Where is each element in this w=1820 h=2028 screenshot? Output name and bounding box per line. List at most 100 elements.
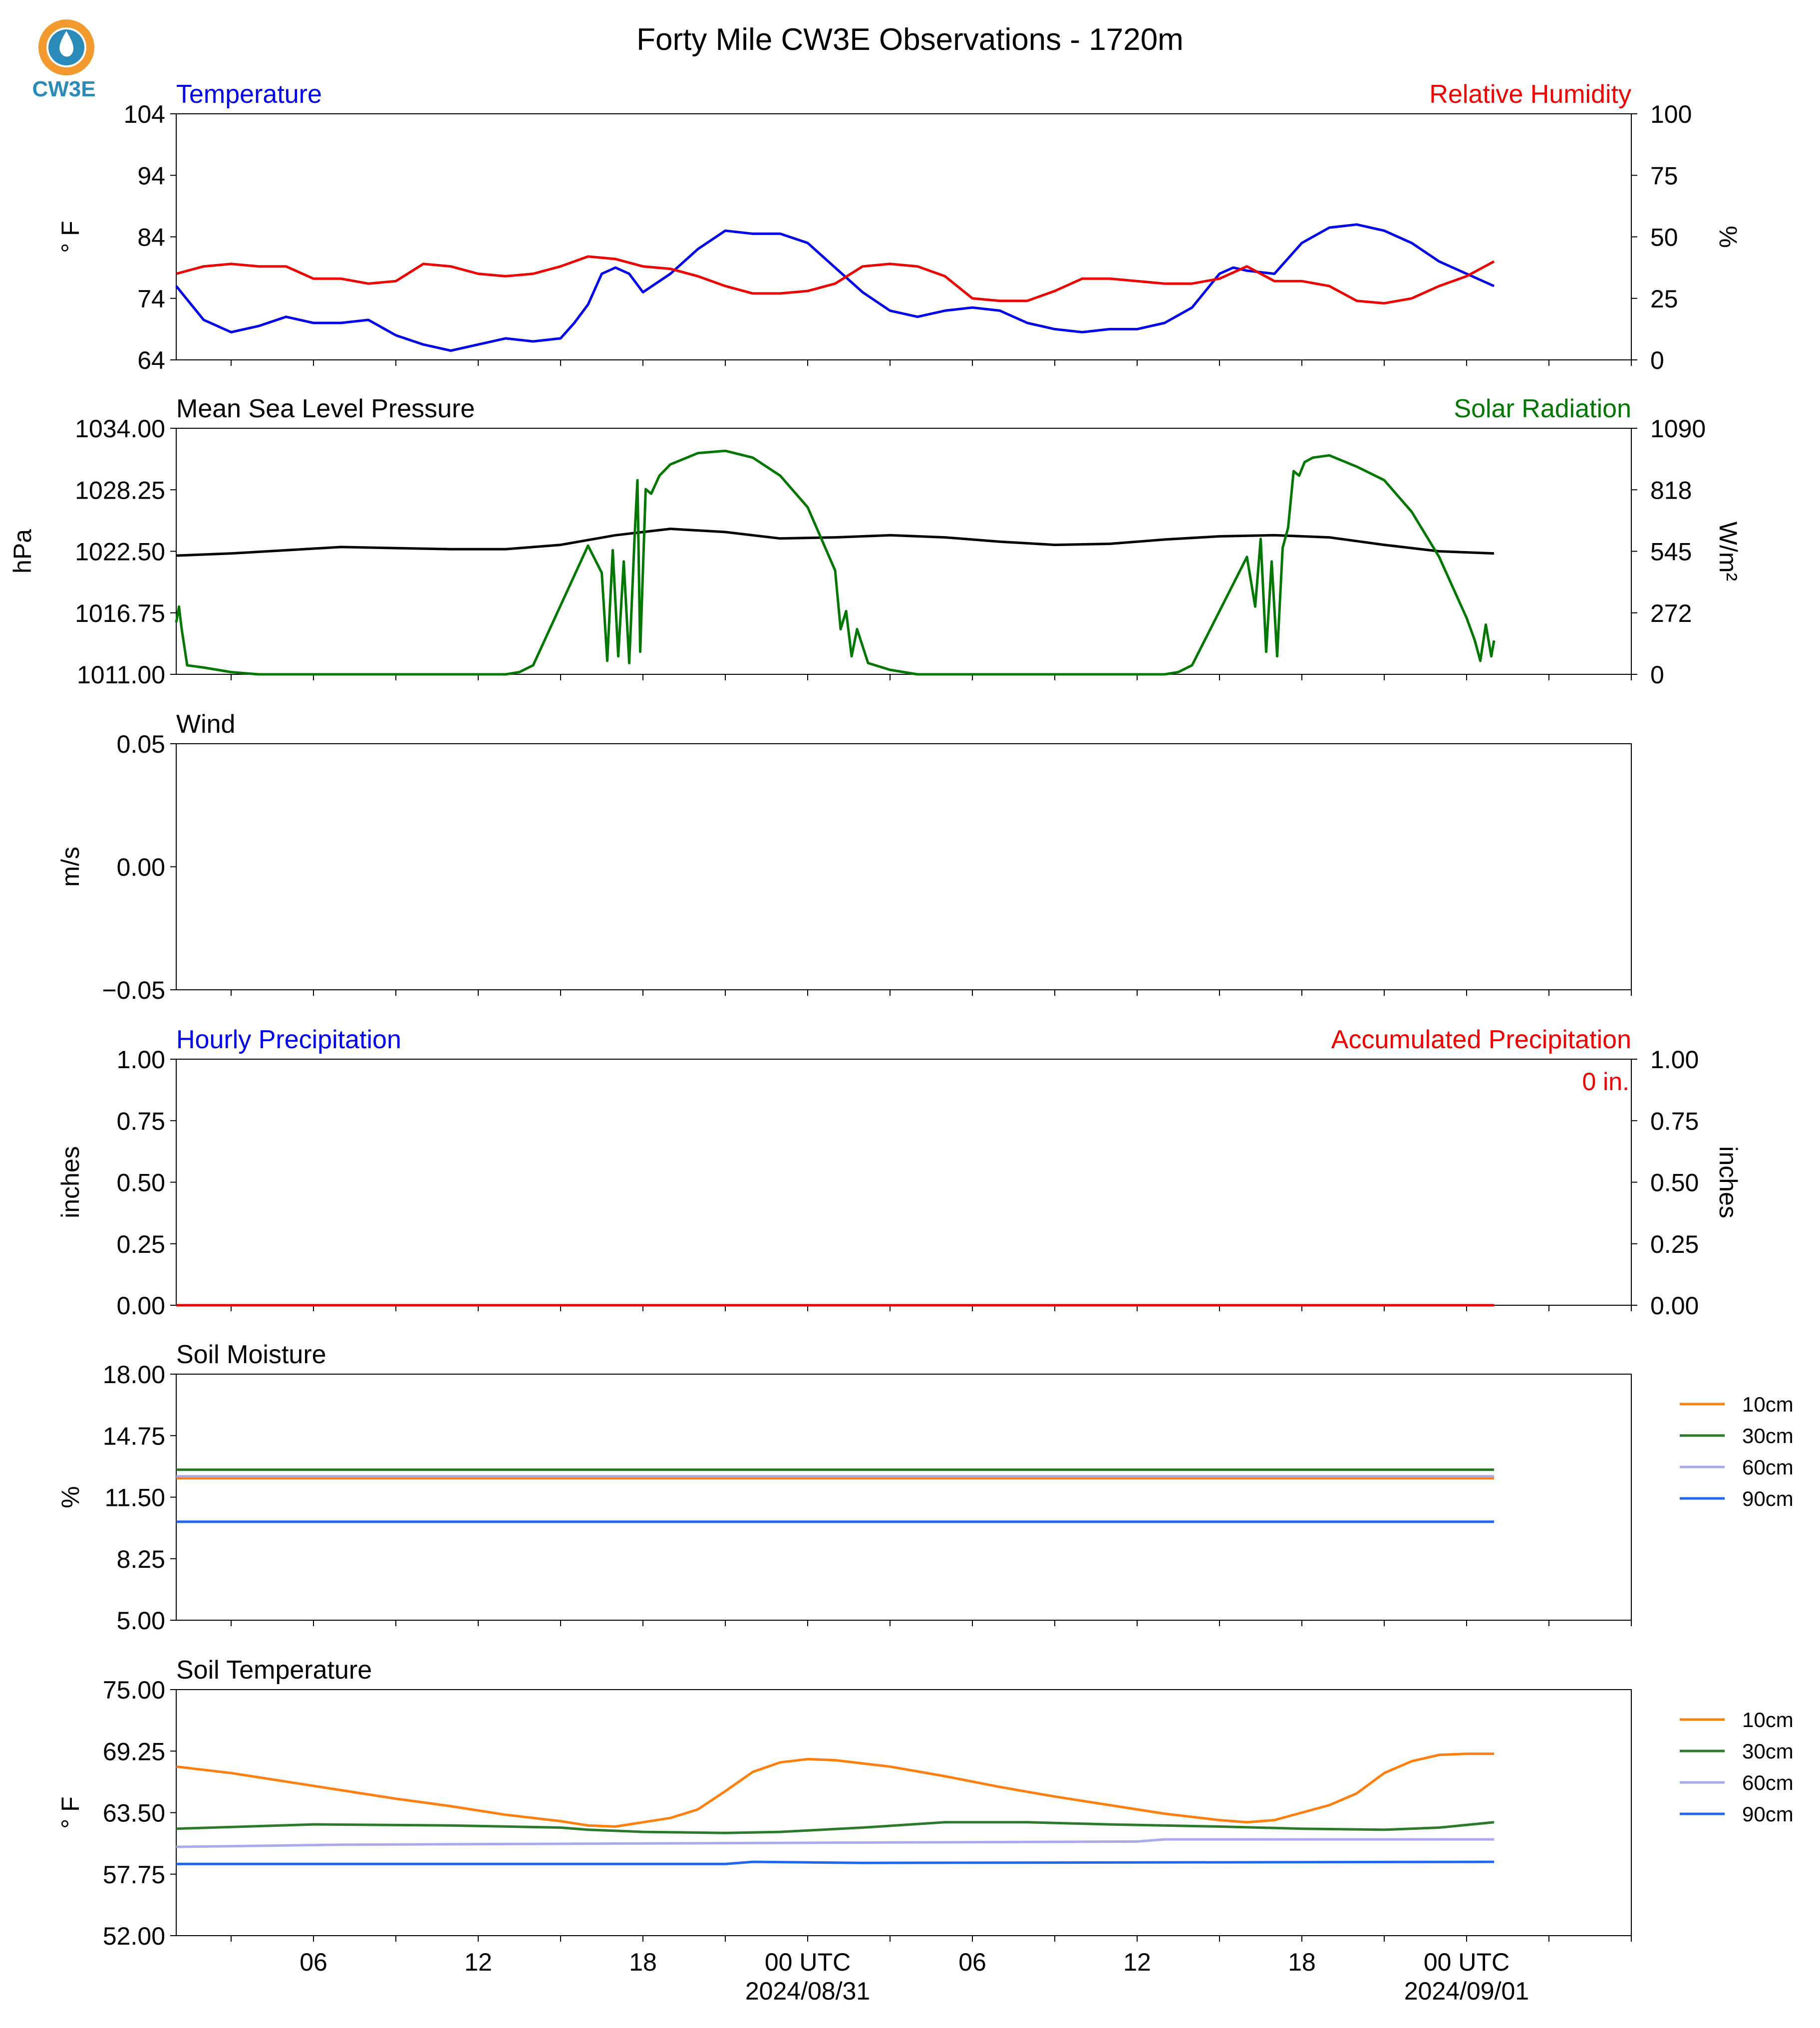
y-axis-label: % [56,1486,84,1508]
y2-tick-label: 1090 [1650,415,1706,443]
x-date-label: 2024/09/01 [1404,1977,1529,2005]
series-line-relative-humidity [176,255,1495,305]
panel-soil_temperature: 52.00 57.75 63.50 69.25 75.00 ° F Soil Tempera… [56,1656,1794,2005]
y-axis-label: hPa [8,529,36,574]
y-axis-label: ° F [56,1796,84,1828]
y-tick-label: −0.05 [102,976,165,1004]
y-tick-label: 11.50 [105,1484,165,1512]
panel-pressure_solar: 1011.00 1016.75 1022.50 1028.25 1034.00 0 272 5… [8,394,1742,689]
legend-label: 90cm [1742,1487,1794,1510]
y-tick-label: 0.00 [117,854,165,881]
y-tick-label: 64 [137,346,165,374]
y-tick-label: 84 [137,224,165,252]
panel-title-right: Accumulated Precipitation [1331,1025,1631,1054]
y-tick-label: 69.25 [103,1738,165,1765]
x-tick-label: 12 [464,1948,492,1976]
y-tick-label: 75.00 [103,1676,165,1704]
y-axis-label: m/s [56,847,84,887]
panel-soil_moisture: 5.00 8.25 11.50 14.75 18.00% Soil Moisture 10c… [56,1340,1794,1635]
y-tick-label: 1034.00 [75,415,165,443]
logo-text: CW3E [32,77,95,101]
x-tick-label: 06 [300,1948,327,1976]
y2-axis-label: % [1714,226,1742,248]
y2-tick-label: 0 [1650,346,1664,374]
legend-label: 30cm [1742,1424,1794,1448]
y-axis-label: inches [56,1146,84,1218]
legend-label: 10cm [1742,1708,1794,1732]
y-tick-label: 94 [137,162,165,190]
y-tick-label: 1028.25 [75,476,165,504]
y2-tick-label: 0.50 [1650,1169,1699,1197]
panel-title-left: Soil Temperature [176,1656,372,1685]
series-line-30cm [176,1821,1495,1834]
y2-tick-label: 545 [1650,538,1692,566]
y-tick-label: 1016.75 [75,599,165,627]
panel-temperature_humidity: 64 74 84 94 104 0 25 50 75 100 ° F % Temperature Rela… [56,80,1742,374]
y2-tick-label: 1.00 [1650,1046,1699,1074]
series-line-solar-radiation [175,449,1496,676]
y2-tick-label: 50 [1650,224,1678,252]
y-tick-label: 1.00 [117,1046,165,1074]
y-tick-label: 8.25 [117,1545,165,1573]
y-tick-label: 0.00 [117,1292,165,1320]
x-tick-label: 18 [629,1948,657,1976]
y-tick-label: 104 [124,100,165,128]
x-date-label: 2024/08/31 [745,1977,870,2005]
y-tick-label: 57.75 [103,1861,165,1889]
y-tick-label: 0.05 [117,730,165,758]
panel-title-left: Mean Sea Level Pressure [176,394,475,423]
accumulated-total: 0 in. [1582,1068,1629,1096]
legend-label: 60cm [1742,1771,1794,1794]
x-tick-label: 06 [958,1948,986,1976]
series-line-mean-sea-level-pressure [176,528,1495,557]
y2-axis-label: inches [1714,1146,1742,1218]
x-tick-label: 00 UTC [1424,1948,1510,1976]
figure-title: Forty Mile CW3E Observations - 1720m [636,22,1184,57]
y-tick-label: 63.50 [103,1799,165,1827]
y2-tick-label: 0.75 [1650,1107,1699,1135]
y2-tick-label: 0.00 [1650,1292,1699,1320]
logo-ring-icon [38,19,94,75]
logo-drop-icon [59,31,74,57]
y-tick-label: 0.50 [117,1169,165,1197]
panel-title-left: Temperature [176,80,322,109]
panel-precipitation: 0.00 0.25 0.50 0.75 1.00 0.00 0.25 0.50 0.75 1.00… [56,1025,1742,1320]
y2-tick-label: 272 [1650,599,1692,627]
y-axis-label: ° F [56,221,84,253]
y2-axis-label: W/m² [1714,522,1742,581]
panels: 64 74 84 94 104 0 25 50 75 100 ° F % Temperature Rela… [8,80,1794,2005]
y-tick-label: 1022.50 [75,538,165,566]
series-line-60cm [176,1838,1494,1848]
x-tick-label: 18 [1288,1948,1316,1976]
legend-label: 10cm [1742,1393,1794,1416]
y2-tick-label: 75 [1650,162,1678,190]
x-tick-label: 12 [1123,1948,1151,1976]
y-tick-label: 74 [137,285,165,313]
y2-tick-label: 100 [1650,100,1692,128]
cw3e-logo: CW3E [32,19,96,101]
panel-title-left: Wind [176,710,235,739]
panel-title-left: Hourly Precipitation [176,1025,401,1054]
y2-tick-label: 25 [1650,285,1678,313]
y2-tick-label: 818 [1650,476,1692,504]
y2-tick-label: 0.25 [1650,1230,1699,1258]
y2-tick-label: 0 [1650,661,1664,689]
panel-title-right: Solar Radiation [1454,394,1631,423]
legend-label: 90cm [1742,1802,1794,1826]
legend-label: 60cm [1742,1455,1794,1479]
y-tick-label: 18.00 [103,1361,165,1389]
panel-title-left: Soil Moisture [176,1340,326,1369]
y-tick-label: 0.75 [117,1107,165,1135]
y-tick-label: 52.00 [103,1922,165,1950]
y-tick-label: 1011.00 [77,661,165,689]
y-tick-label: 0.25 [117,1230,165,1258]
y-tick-label: 5.00 [117,1607,165,1635]
panel-title-right: Relative Humidity [1429,80,1631,109]
series-line-90cm [176,1860,1495,1865]
x-tick-label: 00 UTC [765,1948,851,1976]
series-line-10cm [176,1752,1494,1828]
legend-label: 30cm [1742,1739,1794,1763]
y-tick-label: 14.75 [103,1422,165,1450]
panel-wind: −0.05 0.00 0.05 m/s Wind [56,710,1632,1004]
